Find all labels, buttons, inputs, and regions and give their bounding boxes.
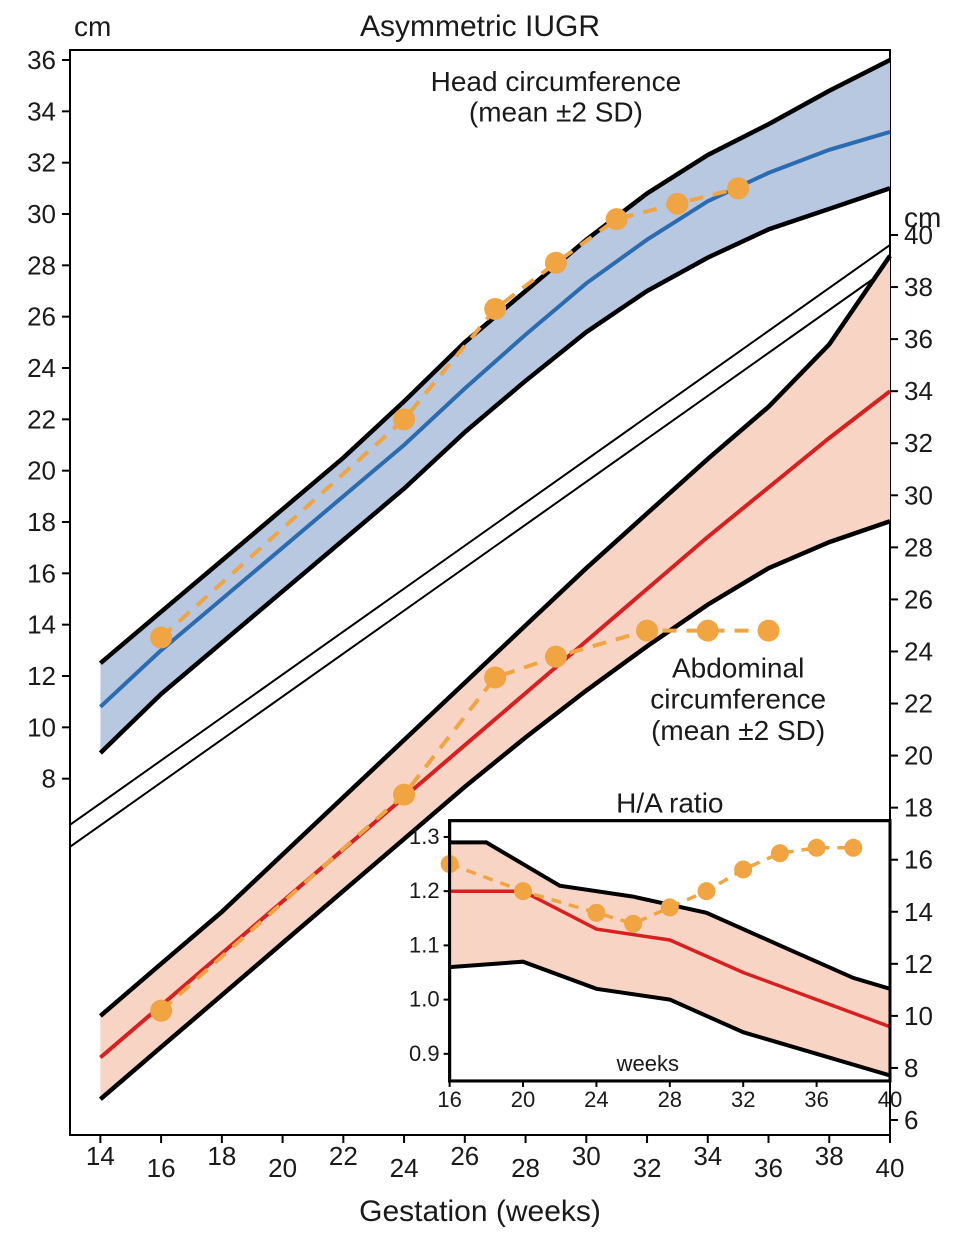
- left-tick-label: 30: [27, 199, 56, 229]
- x-tick-label: 18: [207, 1141, 236, 1171]
- inset-ytick-label: 1.2: [409, 878, 440, 903]
- abdo-patient-marker: [545, 646, 567, 668]
- right-tick-label: 6: [904, 1105, 918, 1135]
- x-tick-label: 40: [876, 1153, 905, 1183]
- inset-xtick-label: 24: [584, 1087, 608, 1112]
- right-tick-label: 18: [904, 793, 933, 823]
- x-tick-label: 14: [86, 1141, 115, 1171]
- head-patient-marker: [150, 627, 172, 649]
- inset-patient-marker: [698, 882, 716, 900]
- x-tick-label: 34: [693, 1141, 722, 1171]
- x-tick-label: 24: [390, 1153, 419, 1183]
- left-tick-label: 16: [27, 558, 56, 588]
- x-tick-label: 26: [450, 1141, 479, 1171]
- inset-xtick-label: 16: [437, 1087, 461, 1112]
- inset-patient-marker: [844, 839, 862, 857]
- inset-xtick-label: 28: [658, 1087, 682, 1112]
- abdo-patient-marker: [758, 620, 780, 642]
- left-tick-label: 14: [27, 610, 56, 640]
- right-tick-label: 20: [904, 741, 933, 771]
- head-patient-marker: [484, 298, 506, 320]
- inset-patient-marker: [734, 860, 752, 878]
- inset-xlabel: weeks: [616, 1051, 679, 1076]
- right-tick-label: 26: [904, 584, 933, 614]
- left-tick-label: 36: [27, 45, 56, 75]
- x-tick-label: 38: [815, 1141, 844, 1171]
- right-tick-label: 30: [904, 480, 933, 510]
- x-tick-label: 30: [572, 1141, 601, 1171]
- abdo-patient-marker: [697, 620, 719, 642]
- left-tick-label: 12: [27, 661, 56, 691]
- right-tick-label: 34: [904, 376, 933, 406]
- head-label-l2: (mean ±2 SD): [469, 97, 643, 128]
- iugr-chart: 8 10 12 14 16 18 20 22 24 26 28 30 32 34 36 6 8 10 12 14 16 1…: [0, 0, 957, 1254]
- head-patient-marker: [393, 408, 415, 430]
- inset-xtick-label: 20: [511, 1087, 535, 1112]
- x-tick-label: 28: [511, 1153, 540, 1183]
- abdo-patient-marker: [636, 620, 658, 642]
- inset-patient-marker: [587, 904, 605, 922]
- abdo-patient-marker: [393, 784, 415, 806]
- inset-title: H/A ratio: [616, 788, 723, 819]
- left-tick-label: 28: [27, 250, 56, 280]
- right-tick-label: 14: [904, 897, 933, 927]
- inset-ytick-label: 1.1: [409, 932, 440, 957]
- right-tick-label: 38: [904, 272, 933, 302]
- abdo-patient-marker: [484, 667, 506, 689]
- right-tick-label: 16: [904, 845, 933, 875]
- left-tick-label: 34: [27, 96, 56, 126]
- x-tick-label: 22: [329, 1141, 358, 1171]
- inset-xtick-label: 32: [731, 1087, 755, 1112]
- head-patient-marker: [606, 208, 628, 230]
- head-label-l1: Head circumference: [431, 66, 682, 97]
- left-tick-label: 22: [27, 404, 56, 434]
- head-patient-marker: [666, 193, 688, 215]
- inset-patient-marker: [771, 844, 789, 862]
- x-tick-label: 36: [754, 1153, 783, 1183]
- left-tick-label: 32: [27, 148, 56, 178]
- abdo-patient-marker: [150, 1000, 172, 1022]
- left-tick-label: 26: [27, 302, 56, 332]
- right-tick-label: 36: [904, 324, 933, 354]
- chart-title: Asymmetric IUGR: [360, 10, 600, 43]
- left-tick-label: 10: [27, 712, 56, 742]
- right-tick-label: 24: [904, 636, 933, 666]
- inset-ytick-label: 0.9: [409, 1041, 440, 1066]
- left-tick-label: 8: [42, 764, 56, 794]
- head-patient-marker: [727, 177, 749, 199]
- right-tick-label: 8: [904, 1053, 918, 1083]
- inset-xtick-label: 40: [878, 1087, 902, 1112]
- right-unit: cm: [904, 202, 941, 233]
- right-tick-label: 12: [904, 949, 933, 979]
- inset-xtick-label: 36: [804, 1087, 828, 1112]
- right-tick-label: 22: [904, 689, 933, 719]
- inset-patient-marker: [514, 882, 532, 900]
- right-tick-label: 28: [904, 532, 933, 562]
- abdo-label-l3: (mean ±2 SD): [651, 715, 825, 746]
- abdo-label-l1: Abdominal: [672, 653, 804, 684]
- abdo-label-l2: circumference: [650, 684, 826, 715]
- left-unit: cm: [74, 11, 111, 42]
- inset-ytick-label: 1.0: [409, 987, 440, 1012]
- x-axis-label: Gestation (weeks): [359, 1195, 601, 1228]
- x-tick-label: 32: [633, 1153, 662, 1183]
- inset-patient-marker: [808, 839, 826, 857]
- head-patient-marker: [545, 252, 567, 274]
- left-tick-label: 20: [27, 456, 56, 486]
- inset-patient-marker: [661, 898, 679, 916]
- inset-patient-marker: [624, 915, 642, 933]
- left-tick-label: 24: [27, 353, 56, 383]
- left-tick-label: 18: [27, 507, 56, 537]
- right-tick-label: 10: [904, 1001, 933, 1031]
- inset-ytick-label: 1.3: [409, 824, 440, 849]
- right-tick-label: 32: [904, 428, 933, 458]
- x-tick-label: 16: [147, 1153, 176, 1183]
- x-tick-label: 20: [268, 1153, 297, 1183]
